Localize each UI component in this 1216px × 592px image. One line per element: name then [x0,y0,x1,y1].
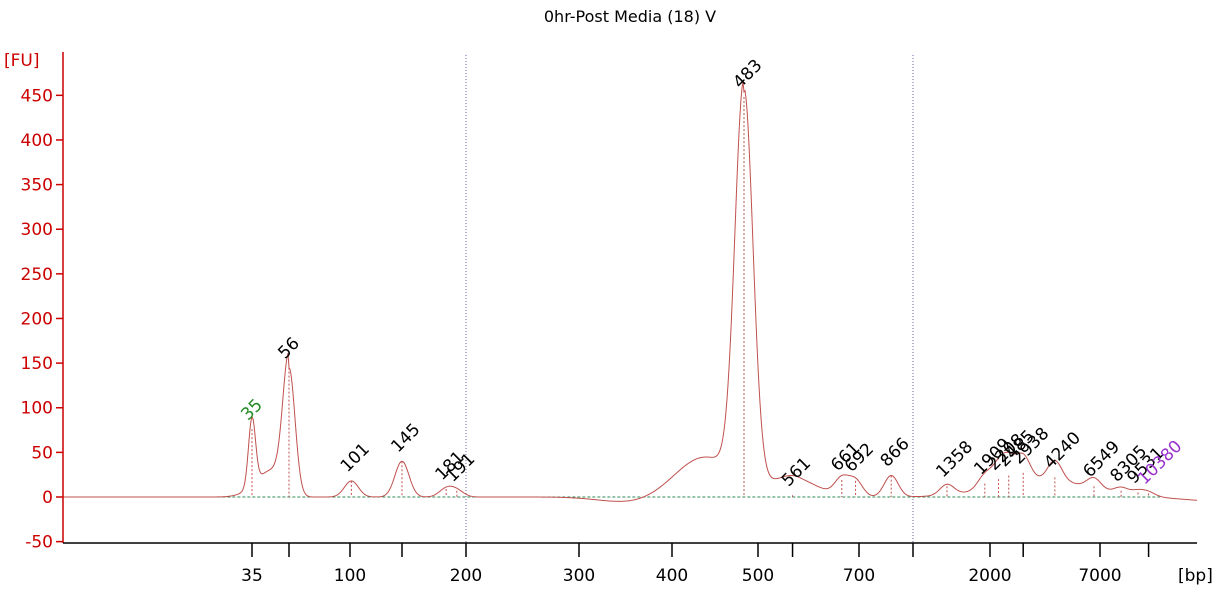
y-tick-label: 50 [31,443,53,463]
x-tick-label: 2000 [968,566,1011,586]
peak-markers [251,97,1150,497]
peak-label: 1358 [932,437,977,482]
x-tick-label: 300 [563,566,595,586]
x-tick-label: 400 [656,566,688,586]
axes [62,52,1197,544]
y-tick-label: 350 [21,176,53,196]
y-tick-label: 150 [21,354,53,374]
peak-label: 561 [778,454,815,491]
peak-label: 101 [337,439,374,476]
y-tick-label: 100 [21,399,53,419]
y-tick-label: 300 [21,220,53,240]
signal-trace [63,81,1198,502]
x-tick-label: 200 [450,566,482,586]
peak-label: 483 [729,56,766,93]
y-tick-label: 450 [21,86,53,106]
x-tick-label: 500 [742,566,774,586]
peak-label: 56 [274,334,303,363]
y-axis-label: [FU] [4,51,40,71]
x-axis-label: [bp] [1178,566,1213,586]
y-axis-ticks: -50 0 50 100 150 200 250 300 350 400 450 [21,86,63,553]
x-axis-ticks: 35 100 200 300 400 500 700 2000 7000 [241,543,1150,586]
y-tick-label: -50 [25,533,53,553]
region-lines [465,55,914,543]
peak-label: 866 [877,434,914,471]
x-tick-label: 35 [241,566,263,586]
x-tick-label: 100 [334,566,366,586]
y-tick-label: 250 [21,265,53,285]
x-tick-label: 7000 [1078,566,1121,586]
chart-title: 0hr-Post Media (18) V [544,7,716,26]
y-tick-label: 200 [21,309,53,329]
y-tick-label: 0 [42,488,53,508]
peak-label: 35 [237,395,266,424]
peak-label: 145 [387,420,424,457]
x-tick-label: 700 [843,566,875,586]
y-tick-label: 400 [21,131,53,151]
